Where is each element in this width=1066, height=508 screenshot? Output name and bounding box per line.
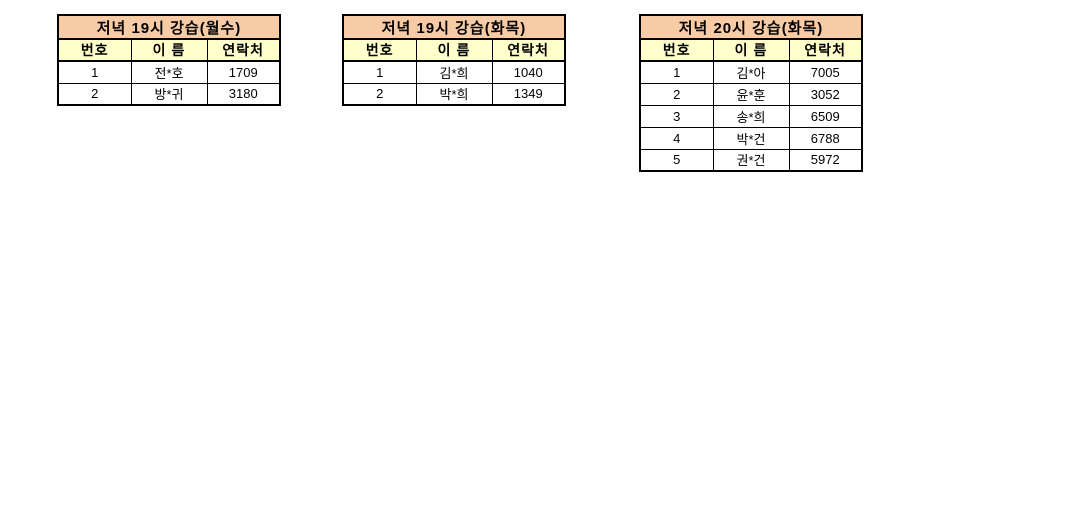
- cell-name: 윤*훈: [712, 82, 790, 106]
- cell-name: 전*호: [130, 60, 208, 84]
- cell-number: 2: [639, 82, 714, 106]
- cell-number: 2: [342, 82, 417, 106]
- cell-number: 1: [57, 60, 132, 84]
- table-row: 2 윤*훈 3052: [639, 82, 863, 106]
- title-row: 저녁 19시 강습(화목): [343, 15, 565, 40]
- header-row: 번호 이 름 연락처: [639, 38, 863, 62]
- column-header: 번호: [57, 38, 132, 62]
- cell-name: 권*건: [712, 148, 790, 172]
- cell-contact: 6788: [788, 126, 863, 150]
- table-row: 1 김*희 1040: [342, 60, 566, 84]
- class-table: 저녁 19시 강습(월수) 번호 이 름 연락처 1 전*호 1709 2 방*귀 3180: [57, 14, 281, 106]
- cell-contact: 1040: [491, 60, 566, 84]
- cell-name: 박*건: [712, 126, 790, 150]
- class-table-evening-20-tuethu: 저녁 20시 강습(화목) 번호 이 름 연락처 1 김*아 7005 2 윤*훈 3052 3 송*…: [639, 14, 863, 172]
- class-table-evening-19-monwed: 저녁 19시 강습(월수) 번호 이 름 연락처 1 전*호 1709 2 방*귀 3180: [57, 14, 281, 106]
- column-header: 이 름: [415, 38, 493, 62]
- header-row: 번호 이 름 연락처: [57, 38, 281, 62]
- cell-contact: 7005: [788, 60, 863, 84]
- cell-name: 박*희: [415, 82, 493, 106]
- cell-number: 3: [639, 104, 714, 128]
- column-header: 연락처: [491, 38, 566, 62]
- cell-contact: 5972: [788, 148, 863, 172]
- cell-number: 4: [639, 126, 714, 150]
- cell-contact: 1709: [206, 60, 281, 84]
- table-title: 저녁 20시 강습(화목): [640, 15, 862, 40]
- class-table: 저녁 19시 강습(화목) 번호 이 름 연락처 1 김*희 1040 2 박*희 1349: [342, 14, 566, 106]
- cell-name: 방*귀: [130, 82, 208, 106]
- column-header: 이 름: [130, 38, 208, 62]
- column-header: 이 름: [712, 38, 790, 62]
- cell-contact: 6509: [788, 104, 863, 128]
- table-row: 2 박*희 1349: [342, 82, 566, 106]
- title-row: 저녁 20시 강습(화목): [640, 15, 862, 40]
- column-header: 연락처: [206, 38, 281, 62]
- table-row: 3 송*희 6509: [639, 104, 863, 128]
- column-header: 번호: [639, 38, 714, 62]
- cell-contact: 1349: [491, 82, 566, 106]
- cell-number: 1: [639, 60, 714, 84]
- cell-name: 김*아: [712, 60, 790, 84]
- cell-contact: 3180: [206, 82, 281, 106]
- cell-name: 김*희: [415, 60, 493, 84]
- cell-number: 1: [342, 60, 417, 84]
- cell-contact: 3052: [788, 82, 863, 106]
- cell-number: 5: [639, 148, 714, 172]
- cell-name: 송*희: [712, 104, 790, 128]
- table-row: 4 박*건 6788: [639, 126, 863, 150]
- table-row: 1 전*호 1709: [57, 60, 281, 84]
- table-row: 5 권*건 5972: [639, 148, 863, 172]
- header-row: 번호 이 름 연락처: [342, 38, 566, 62]
- class-table-evening-19-tuethu: 저녁 19시 강습(화목) 번호 이 름 연락처 1 김*희 1040 2 박*희 1349: [342, 14, 566, 106]
- cell-number: 2: [57, 82, 132, 106]
- table-title: 저녁 19시 강습(월수): [58, 15, 280, 40]
- table-row: 2 방*귀 3180: [57, 82, 281, 106]
- table-row: 1 김*아 7005: [639, 60, 863, 84]
- column-header: 연락처: [788, 38, 863, 62]
- title-row: 저녁 19시 강습(월수): [58, 15, 280, 40]
- class-table: 저녁 20시 강습(화목) 번호 이 름 연락처 1 김*아 7005 2 윤*훈 3052 3 송*…: [639, 14, 863, 172]
- column-header: 번호: [342, 38, 417, 62]
- table-title: 저녁 19시 강습(화목): [343, 15, 565, 40]
